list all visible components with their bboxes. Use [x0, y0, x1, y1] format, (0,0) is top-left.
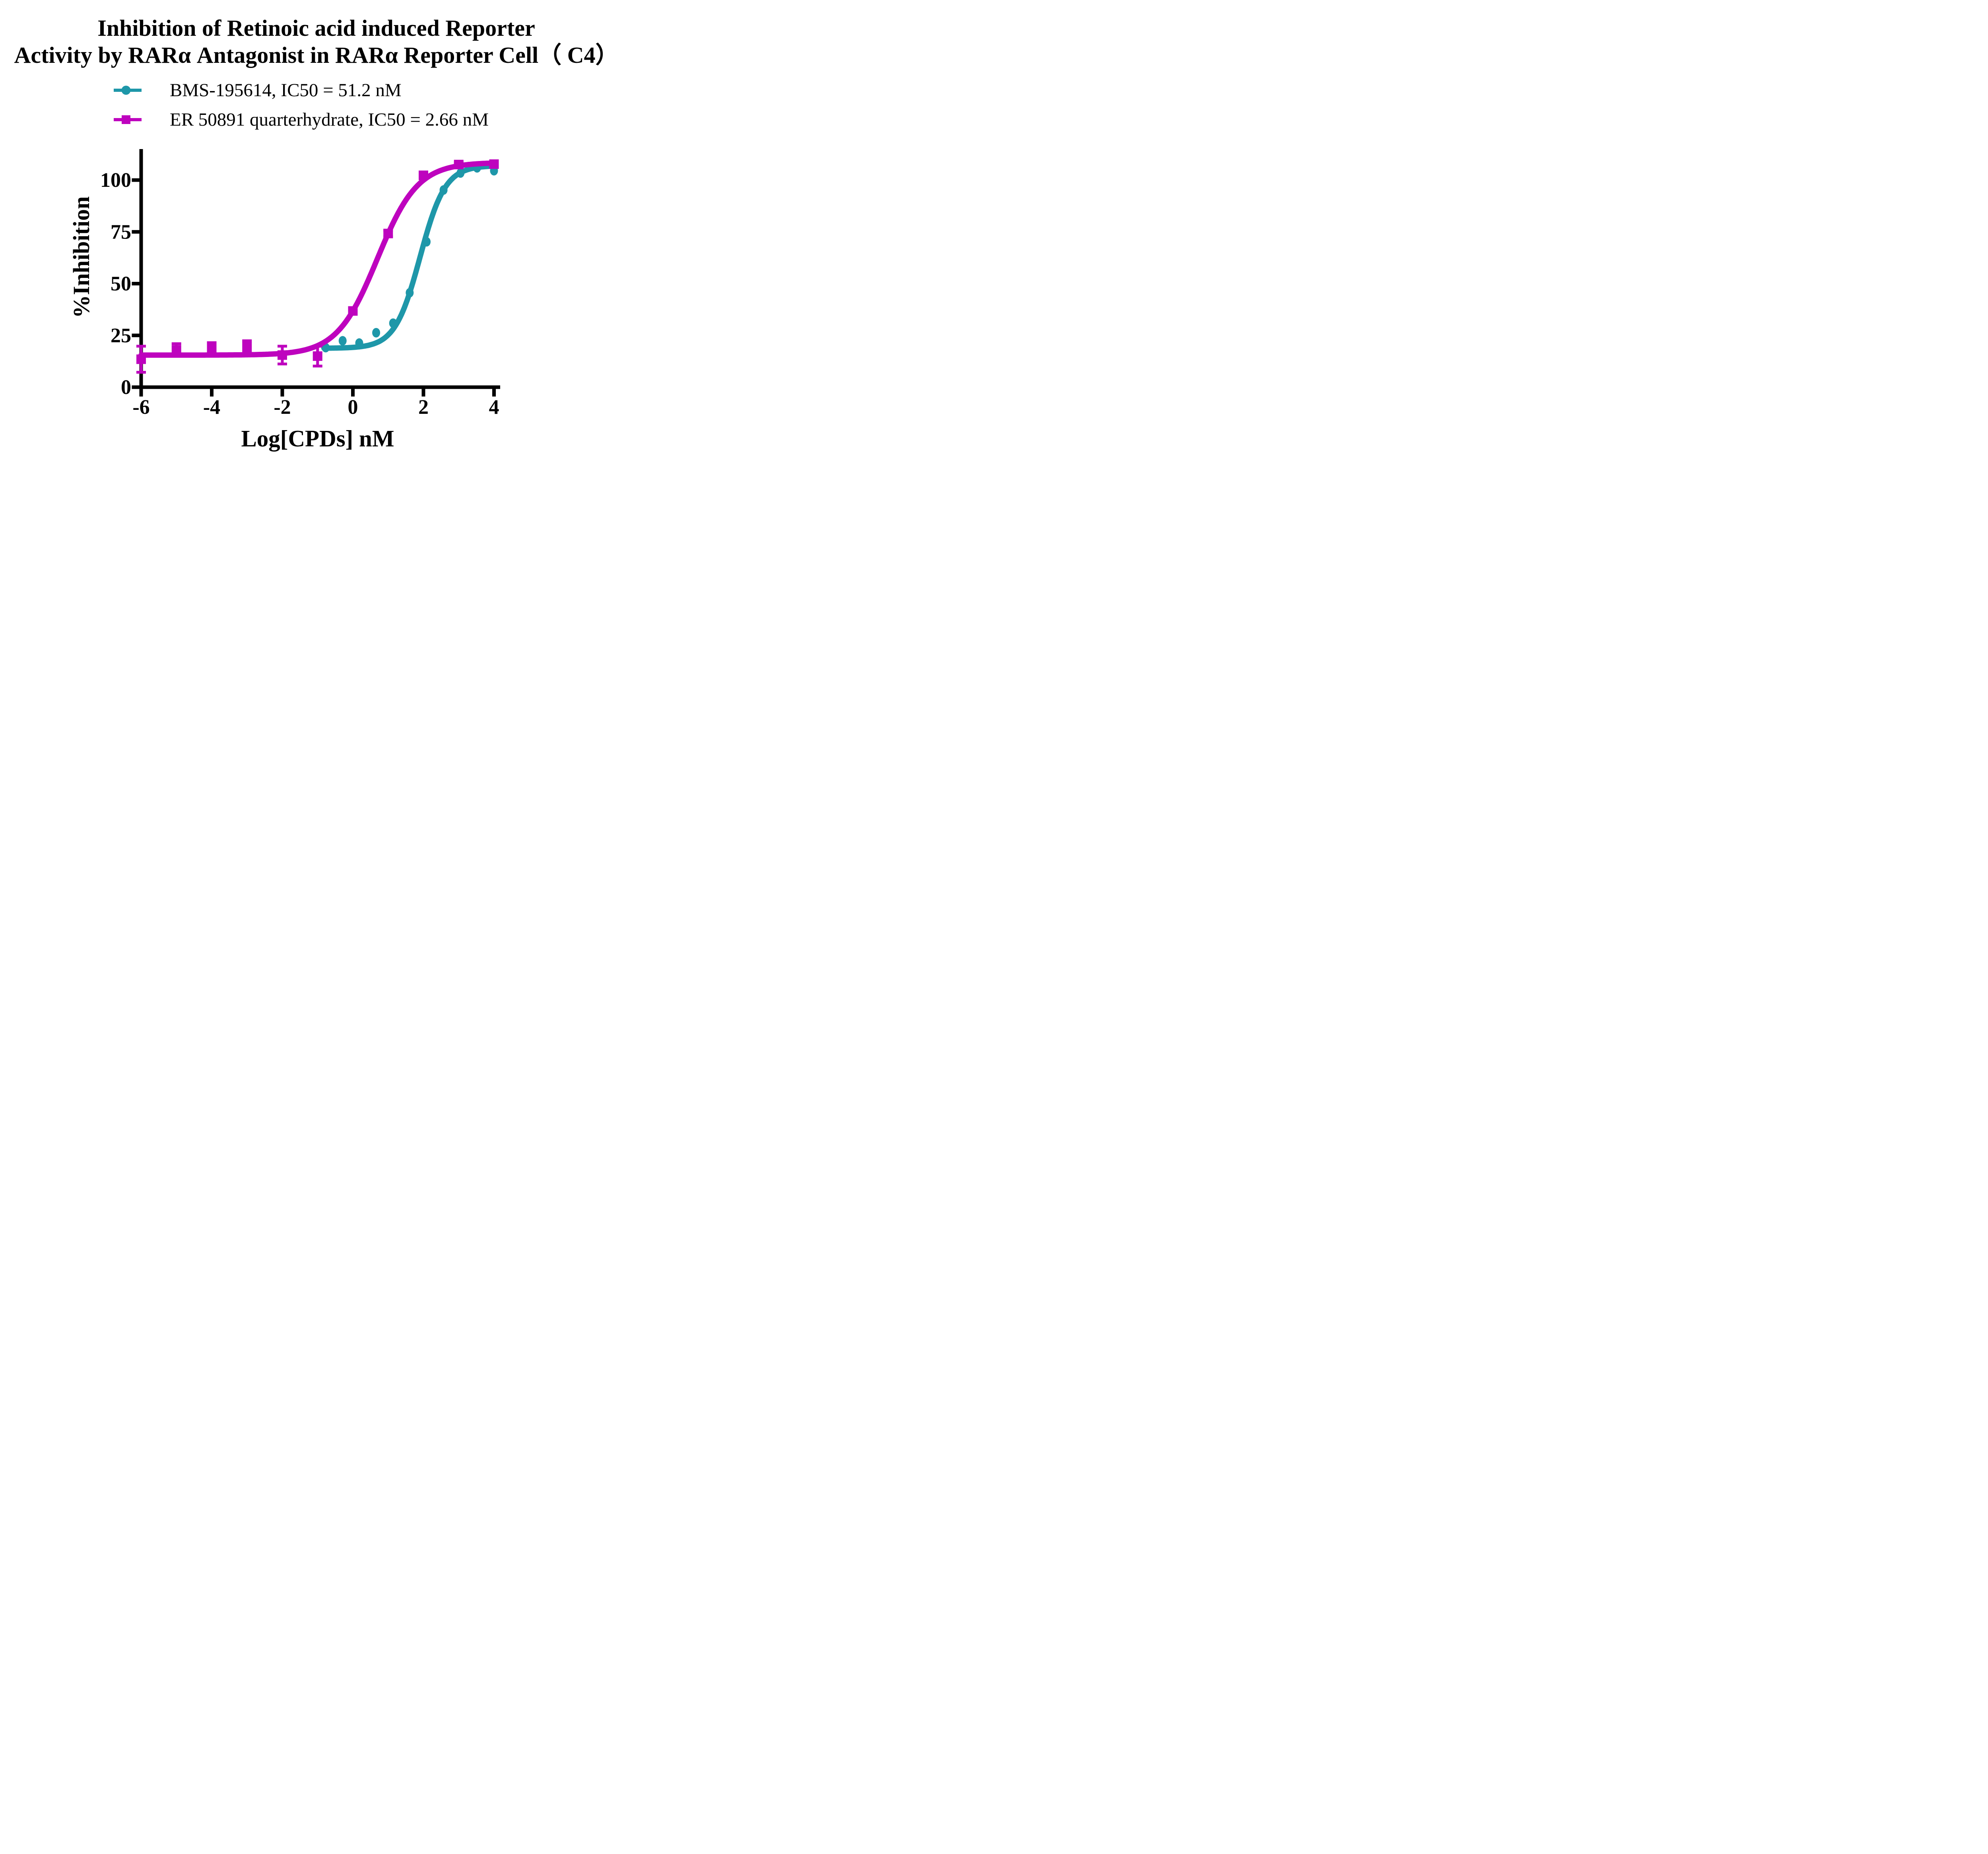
x-tick-label: 0: [348, 396, 358, 419]
er-data-point: [419, 171, 428, 180]
er-data-point: [171, 345, 181, 355]
legend-label-bms: BMS-195614, IC50 = 51.2 nM: [170, 80, 402, 101]
x-tick-label: -6: [132, 396, 149, 419]
square-icon: [122, 115, 130, 124]
page-title: Inhibition of Retinoic acid induced Repo…: [0, 15, 633, 69]
x-tick-label: 4: [489, 396, 499, 419]
er-data-point: [348, 306, 358, 316]
dose-response-plot: -6 -4 -2 0 2 4 0 25 50 75 100: [100, 149, 500, 419]
bms-data-point: [338, 336, 347, 346]
legend-item-bms: BMS-195614, IC50 = 51.2 nM: [113, 81, 402, 100]
bms-data-point: [372, 328, 381, 337]
er-fit-curve: [138, 160, 497, 358]
legend-swatch-circle-icon: [114, 85, 142, 95]
y-tick-label: 0: [121, 376, 131, 399]
x-tick-label: 2: [418, 396, 429, 419]
legend-item-er: ER 50891 quarterhydrate, IC50 = 2.66 nM: [113, 110, 489, 129]
bms-data-point: [456, 168, 465, 178]
y-tick-label: 75: [111, 221, 131, 243]
legend-swatch-square-icon: [114, 115, 142, 124]
legend-label-er: ER 50891 quarterhydrate, IC50 = 2.66 nM: [170, 109, 489, 130]
y-tick-label: 100: [100, 169, 131, 192]
bms-data-point: [439, 185, 448, 195]
er-data-point: [383, 229, 393, 239]
bms-data-point: [355, 338, 363, 348]
bms-data-point: [406, 288, 414, 298]
er-data-point: [489, 159, 499, 169]
circle-icon: [121, 85, 131, 95]
er-data-point: [136, 354, 146, 364]
bms-data-point: [422, 237, 431, 247]
title-line-2: Activity by RARα Antagonist in RARα Repo…: [14, 42, 619, 68]
er-data-point: [207, 343, 217, 353]
y-tick-label: 50: [111, 273, 131, 295]
x-tick-label: -2: [274, 396, 291, 419]
bms-data-point: [389, 318, 397, 328]
figure-page: Inhibition of Retinoic acid induced Repo…: [0, 0, 633, 464]
er-data-point: [278, 350, 287, 360]
x-tick-label: -4: [203, 396, 220, 419]
x-axis-title: Log[CPDs] nM: [241, 425, 394, 452]
title-line-1: Inhibition of Retinoic acid induced Repo…: [97, 15, 535, 41]
y-axis-title: %Inhibition: [68, 196, 94, 318]
er-data-point: [454, 159, 464, 169]
er-data-point: [242, 341, 252, 351]
y-tick-label: 25: [111, 324, 131, 347]
er-data-point: [313, 351, 322, 361]
